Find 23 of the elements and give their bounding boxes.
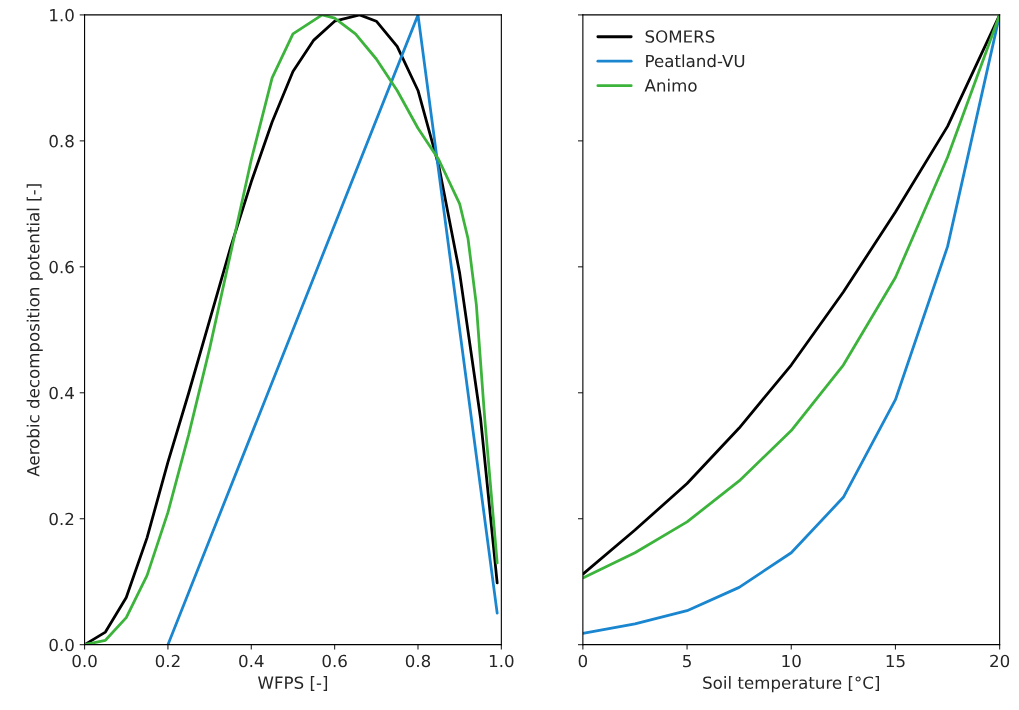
legend-label: Peatland-VU [646, 54, 745, 68]
x-tick-label: 0.6 [322, 654, 347, 668]
x-tick-label: 20 [990, 654, 1010, 668]
y-tick-label: 0.2 [49, 512, 74, 526]
x-axis-title: Soil temperature [°C] [703, 676, 879, 693]
x-tick-label: 0.8 [405, 654, 431, 668]
x-tick-label: 15 [886, 654, 905, 668]
x-tick-label: 5 [683, 654, 691, 668]
y-axis-title: Aerobic decomposition potential [-] [26, 184, 43, 477]
y-tick-label: 0.0 [49, 638, 74, 652]
x-tick-label: 10 [782, 654, 801, 668]
legend-label: Animo [644, 78, 697, 92]
x-tick-label: 1.0 [489, 654, 514, 668]
x-axis-title: WFPS [-] [258, 676, 328, 691]
legend-label: SOMERS [645, 30, 715, 43]
y-tick-label: 0.8 [49, 134, 74, 148]
y-tick-label: 0.6 [49, 260, 74, 274]
x-tick-label: 0 [578, 654, 588, 668]
y-tick-label: 0.4 [49, 386, 74, 400]
y-tick-label: 1.0 [50, 8, 74, 22]
x-tick-label: 0.2 [155, 654, 180, 668]
x-tick-label: 0.4 [239, 654, 264, 668]
x-tick-label: 0.0 [72, 654, 97, 668]
